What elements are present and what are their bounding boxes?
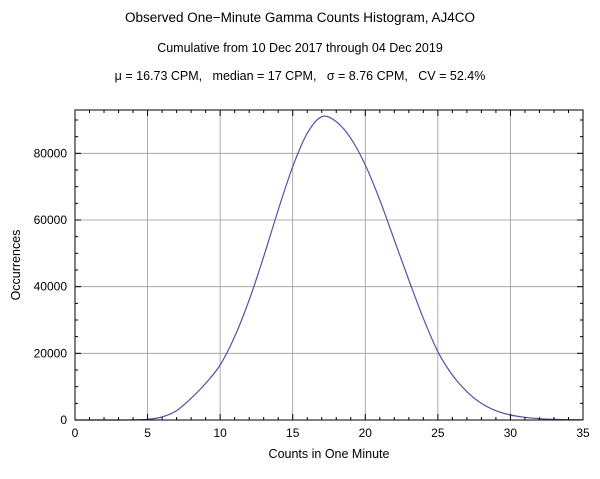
x-tick-label: 5 <box>144 426 151 440</box>
y-tick-label: 40000 <box>34 280 68 294</box>
x-tick-label: 0 <box>72 426 79 440</box>
tick-labels: 0 5 10 15 20 25 30 35 0 20000 40000 60000 80000 <box>34 146 590 440</box>
chart-title: Observed One−Minute Gamma Counts Histogr… <box>125 10 475 25</box>
x-tick-label: 10 <box>213 426 227 440</box>
tick-marks <box>74 110 584 421</box>
x-tick-label: 25 <box>431 426 445 440</box>
y-tick-label: 0 <box>60 413 67 427</box>
chart-stats-line: μ = 16.73 CPM, median = 17 CPM, σ = 8.76… <box>115 69 486 83</box>
x-tick-label: 35 <box>576 426 590 440</box>
y-tick-label: 20000 <box>34 346 68 360</box>
plot-frame <box>74 109 584 421</box>
distribution-curve-layer <box>74 115 584 421</box>
distribution-curve <box>74 115 584 421</box>
grid-lines <box>75 110 583 420</box>
x-tick-label: 30 <box>504 426 518 440</box>
x-tick-label: 15 <box>286 426 300 440</box>
y-axis-label: Occurrences <box>9 230 23 301</box>
x-axis-label: Counts in One Minute <box>269 447 390 461</box>
x-tick-label: 20 <box>359 426 373 440</box>
plot-frame-layer <box>74 109 584 421</box>
y-tick-label: 60000 <box>34 213 68 227</box>
chart-subtitle: Cumulative from 10 Dec 2017 through 04 D… <box>157 41 443 55</box>
y-tick-label: 80000 <box>34 146 68 160</box>
